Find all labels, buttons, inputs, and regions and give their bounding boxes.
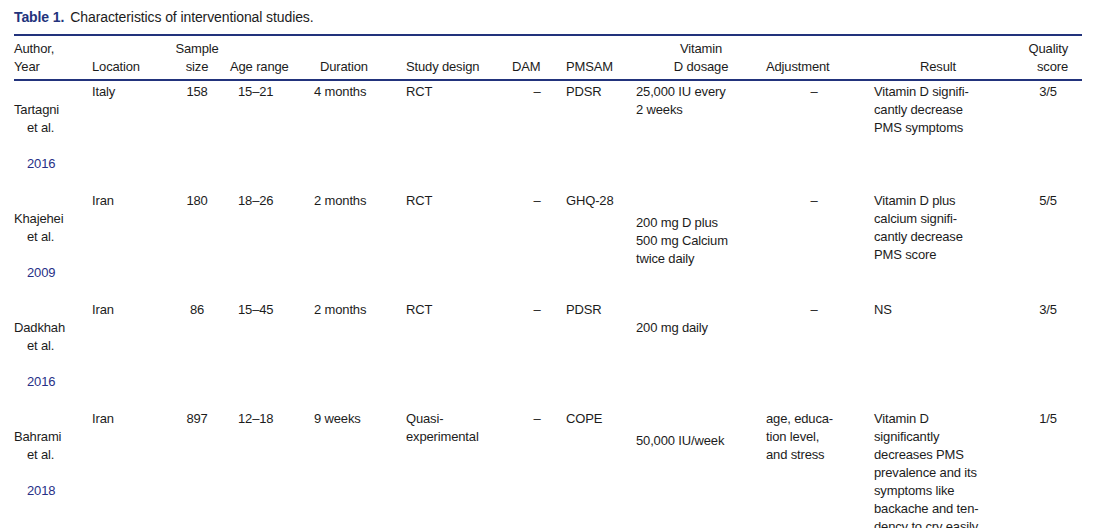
author-name: Bahrami et al. [14, 428, 92, 464]
cell-duration: 2 months [314, 192, 406, 301]
author-name: Dadkhah et al. [14, 319, 92, 355]
cell-dam: – [512, 410, 562, 528]
column-header-dam: DAM [512, 35, 562, 80]
author-year-link[interactable]: 2016 [14, 155, 92, 173]
table-row: Tartagni et al. 2016 Italy 158 15–21 4 m… [14, 80, 1082, 192]
column-header-adjustment: Adjustment [766, 35, 862, 80]
cell-age-range: 12–18 [230, 410, 314, 528]
table-row: Bahrami et al. 2018 Iran 897 12–18 9 wee… [14, 410, 1082, 528]
cell-result: NS [862, 301, 1014, 410]
cell-quality-score: 3/5 [1014, 80, 1082, 192]
cell-location: Iran [92, 410, 164, 528]
column-header-author-year: Author, Year [14, 35, 92, 80]
cell-adjustment: age, educa- tion level, and stress [766, 410, 862, 528]
table-row: Dadkhah et al. 2016 Iran 86 15–45 2 mont… [14, 301, 1082, 410]
cell-pmsam: COPE [562, 410, 636, 528]
cell-sample-size: 180 [164, 192, 230, 301]
cell-result: Vitamin D significantly decreases PMS pr… [862, 410, 1014, 528]
cell-study-design: RCT [406, 192, 512, 301]
author-year-link[interactable]: 2009 [14, 264, 92, 282]
cell-adjustment: – [766, 301, 862, 410]
cell-sample-size: 897 [164, 410, 230, 528]
studies-table: Author, Year Location Sample size Age ra… [14, 34, 1082, 528]
cell-dam: – [512, 192, 562, 301]
cell-vitamin-d-dosage: 200 mg D plus 500 mg Calcium twice daily [636, 192, 766, 301]
cell-study-design: RCT [406, 80, 512, 192]
cell-vitamin-d-dosage: 25,000 IU every 2 weeks [636, 80, 766, 192]
cell-author: Khajehei et al. 2009 [14, 192, 92, 301]
cell-pmsam: PDSR [562, 301, 636, 410]
cell-dam: – [512, 80, 562, 192]
header-row: Author, Year Location Sample size Age ra… [14, 35, 1082, 80]
cell-result: Vitamin D plus calcium signifi- cantly d… [862, 192, 1014, 301]
column-header-sample-size: Sample size [164, 35, 230, 80]
column-header-study-design: Study design [406, 35, 512, 80]
table-caption: Table 1. Characteristics of interventiona… [14, 8, 1082, 26]
column-header-age-range: Age range [230, 35, 314, 80]
cell-location: Iran [92, 301, 164, 410]
author-year-link[interactable]: 2016 [14, 373, 92, 391]
column-header-pmsam: PMSAM [562, 35, 636, 80]
table-caption-text: Characteristics of interventional studie… [70, 9, 313, 25]
cell-result: Vitamin D signifi- cantly decrease PMS s… [862, 80, 1014, 192]
cell-vitamin-d-dosage: 50,000 IU/week [636, 410, 766, 528]
cell-age-range: 18–26 [230, 192, 314, 301]
cell-pmsam: PDSR [562, 80, 636, 192]
cell-location: Italy [92, 80, 164, 192]
column-header-duration: Duration [314, 35, 406, 80]
table-row: Khajehei et al. 2009 Iran 180 18–26 2 mo… [14, 192, 1082, 301]
author-name: Khajehei et al. [14, 210, 92, 246]
table-header: Author, Year Location Sample size Age ra… [14, 35, 1082, 80]
paper-table-page: Table 1. Characteristics of interventiona… [0, 0, 1096, 528]
column-header-location: Location [92, 35, 164, 80]
cell-adjustment: – [766, 80, 862, 192]
column-header-quality-score: Quality score [1014, 35, 1082, 80]
table-body: Tartagni et al. 2016 Italy 158 15–21 4 m… [14, 80, 1082, 528]
cell-sample-size: 158 [164, 80, 230, 192]
table-number-label: Table 1. [14, 9, 64, 25]
column-header-vitamin-d-dosage: Vitamin D dosage [636, 35, 766, 80]
cell-age-range: 15–45 [230, 301, 314, 410]
cell-pmsam: GHQ-28 [562, 192, 636, 301]
cell-study-design: RCT [406, 301, 512, 410]
author-year-link[interactable]: 2018 [14, 482, 92, 500]
cell-author: Bahrami et al. 2018 [14, 410, 92, 528]
cell-adjustment: – [766, 192, 862, 301]
cell-vitamin-d-dosage: 200 mg daily [636, 301, 766, 410]
cell-quality-score: 3/5 [1014, 301, 1082, 410]
cell-duration: 9 weeks [314, 410, 406, 528]
cell-age-range: 15–21 [230, 80, 314, 192]
cell-study-design: Quasi- experimental [406, 410, 512, 528]
cell-quality-score: 5/5 [1014, 192, 1082, 301]
column-header-result: Result [862, 35, 1014, 80]
cell-duration: 4 months [314, 80, 406, 192]
cell-quality-score: 1/5 [1014, 410, 1082, 528]
cell-location: Iran [92, 192, 164, 301]
cell-author: Dadkhah et al. 2016 [14, 301, 92, 410]
cell-author: Tartagni et al. 2016 [14, 80, 92, 192]
author-name: Tartagni et al. [14, 101, 92, 137]
cell-sample-size: 86 [164, 301, 230, 410]
cell-dam: – [512, 301, 562, 410]
cell-duration: 2 months [314, 301, 406, 410]
